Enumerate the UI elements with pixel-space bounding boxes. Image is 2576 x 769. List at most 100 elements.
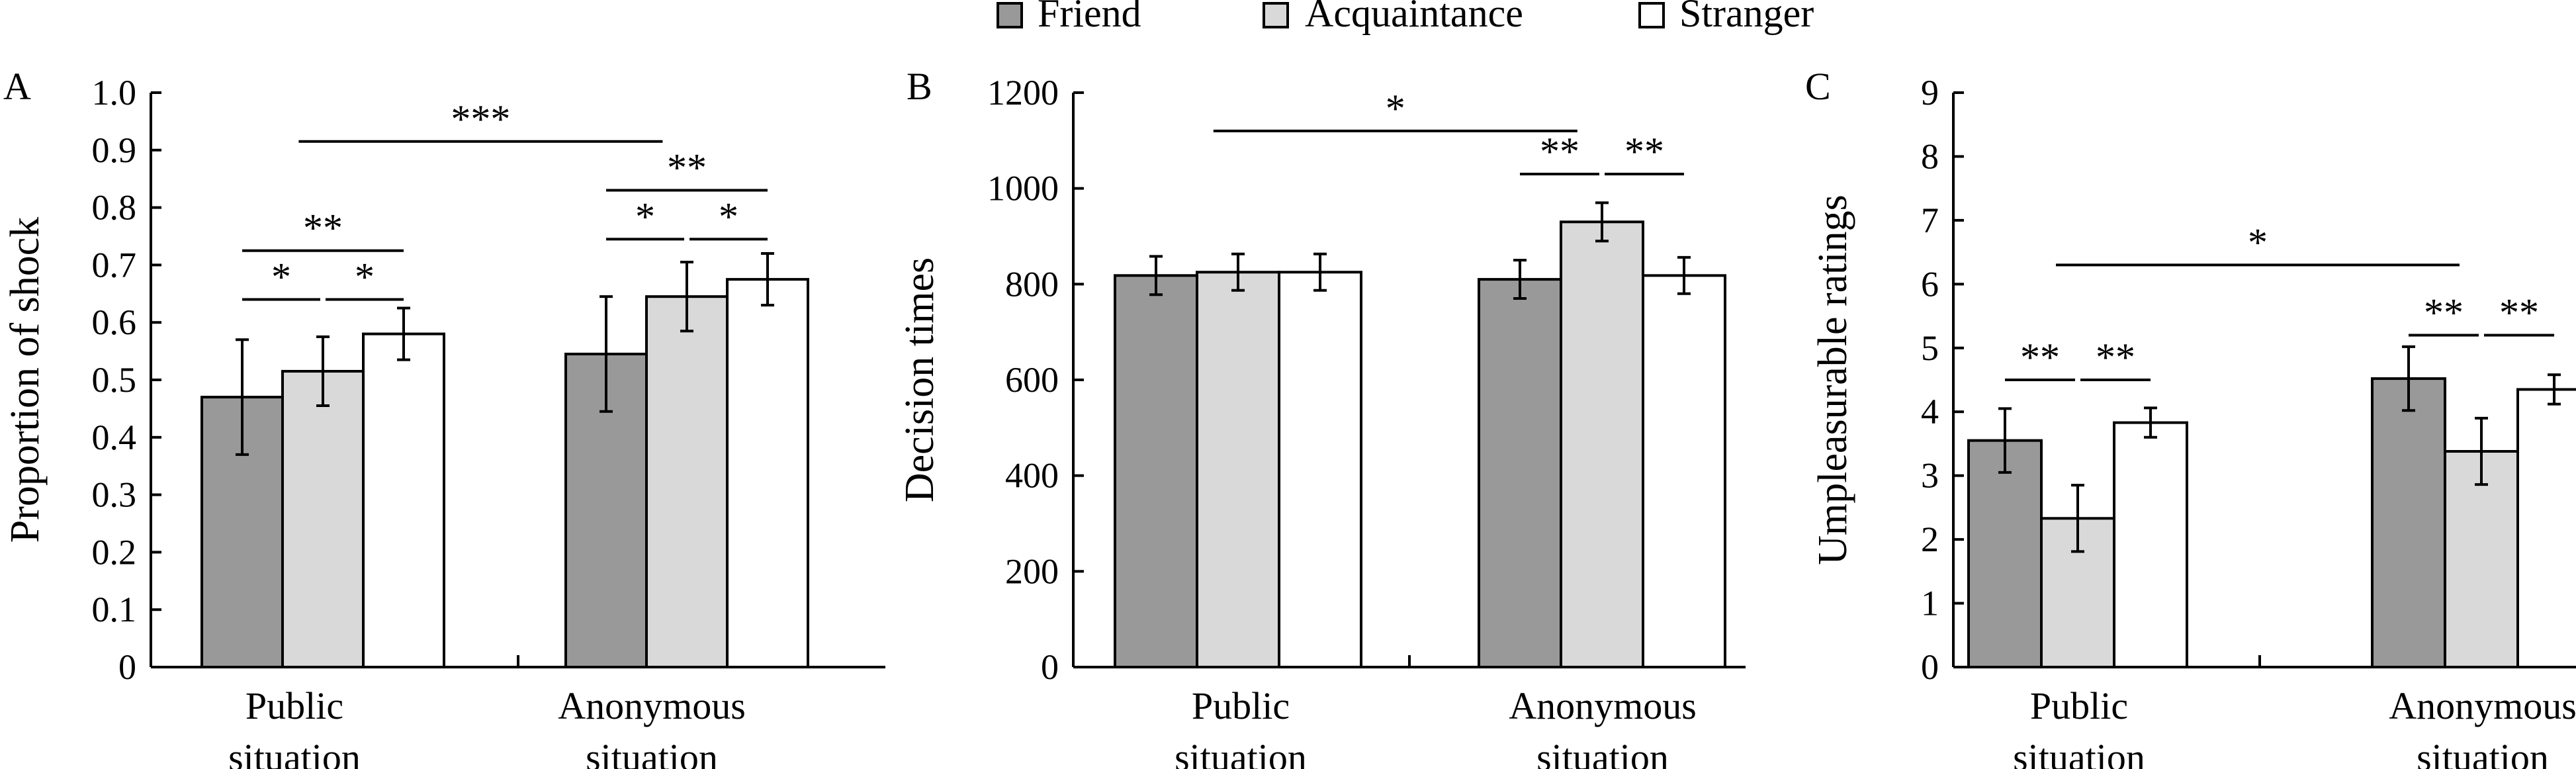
bar-c-friend-2	[2371, 377, 2446, 668]
bar-a-acquaintance-1	[281, 369, 365, 668]
error-bar-b-stranger-2	[1677, 255, 1691, 295]
significance-label-c-4: *	[2248, 220, 2268, 264]
error-bar-b-friend-2	[1513, 259, 1527, 300]
significance-label-a-3: *	[635, 195, 655, 238]
x-category-label-a-1: Public	[245, 684, 343, 727]
significance-label-b-1: **	[1624, 130, 1664, 173]
error-bar-c-acquaintance-2	[2475, 416, 2488, 486]
bar-c-stranger-1	[2113, 421, 2188, 669]
y-tick-label-c: 5	[1921, 328, 1939, 368]
y-tick-label-a: 0	[118, 647, 136, 687]
legend-swatch-stranger	[1638, 2, 1665, 28]
y-tick-label-c: 3	[1921, 456, 1939, 496]
significance-label-c-1: **	[2096, 336, 2135, 379]
bar-b-acquaintance-2	[1560, 220, 1644, 668]
legend: Friend Acquaintance Stranger	[997, 0, 1814, 35]
y-tick-label-a: 0.3	[92, 475, 137, 515]
significance-label-b-2: *	[1386, 87, 1405, 130]
significance-label-c-0: **	[2020, 336, 2060, 379]
panel-a: A Proportion of shock 0 0.1 0.2 0.3 0.4 0.5 0.6 0…	[3, 65, 885, 769]
legend-label-friend: Friend	[1038, 0, 1141, 35]
y-tick-label-a: 0.2	[92, 532, 137, 572]
x-category-label-a-2: Anonymous	[558, 684, 746, 727]
y-tick-label-b: 600	[1005, 360, 1059, 400]
legend-label-stranger: Stranger	[1679, 0, 1814, 35]
error-bar-a-acquaintance-1	[316, 335, 330, 408]
significance-label-c-3: **	[2499, 291, 2539, 334]
y-tick-label-b: 800	[1005, 264, 1059, 304]
bar-b-friend-2	[1478, 278, 1562, 669]
y-tick-label-a: 1.0	[92, 73, 137, 113]
y-tick-label-c: 2	[1921, 520, 1939, 559]
significance-label-a-6: ***	[451, 97, 510, 141]
significance-label-a-1: *	[355, 255, 375, 298]
significance-label-c-2: **	[2424, 291, 2464, 334]
error-bar-c-friend-1	[1998, 407, 2012, 474]
y-axis-label-a: Proportion of shock	[3, 217, 48, 543]
error-bar-a-acquaintance-2	[680, 261, 693, 333]
bar-b-acquaintance-1	[1196, 271, 1280, 668]
error-bar-a-friend-1	[236, 338, 249, 456]
legend-label-acquaintance: Acquaintance	[1305, 0, 1523, 35]
x-category-label-b-2: situation	[1536, 736, 1669, 769]
y-tick-label-a: 0.9	[92, 130, 137, 170]
x-category-label-b-1: situation	[1175, 736, 1307, 769]
error-bar-b-friend-1	[1149, 255, 1163, 296]
y-tick-label-b: 1000	[987, 169, 1059, 208]
bar-a-acquaintance-2	[645, 295, 729, 668]
bar-a-stranger-1	[362, 332, 445, 668]
panel-letter-b: B	[907, 65, 932, 108]
significance-label-a-2: **	[303, 206, 343, 250]
y-tick-label-a: 0.8	[92, 188, 137, 228]
bar-b-friend-1	[1114, 274, 1198, 668]
bar-c-stranger-2	[2516, 388, 2576, 668]
bar-b-stranger-1	[1278, 271, 1362, 668]
bar-a-stranger-2	[726, 278, 809, 669]
error-bar-c-stranger-2	[2548, 373, 2561, 406]
legend-swatch-acquaintance	[1263, 2, 1289, 28]
bar-c-friend-1	[1967, 439, 2043, 668]
y-tick-label-a: 0.5	[92, 360, 137, 400]
error-bar-b-stranger-1	[1313, 252, 1327, 292]
y-tick-label-a: 0.7	[92, 245, 137, 285]
y-tick-label-c: 1	[1921, 584, 1939, 623]
y-tick-label-a: 0.1	[92, 590, 137, 629]
error-bar-c-stranger-1	[2144, 406, 2157, 439]
error-bar-b-acquaintance-2	[1595, 201, 1609, 243]
y-axis-label-c: Umpleasurable ratings	[1810, 195, 1855, 565]
error-bar-c-acquaintance-1	[2071, 484, 2084, 553]
y-tick-label-b: 0	[1041, 647, 1059, 687]
x-category-label-a-2: situation	[586, 736, 718, 769]
x-category-label-b-1: Public	[1192, 684, 1290, 727]
panel-letter-c: C	[1805, 65, 1831, 108]
y-tick-label-c: 4	[1921, 392, 1939, 431]
bar-c-acquaintance-2	[2444, 450, 2519, 668]
y-tick-label-a: 0.6	[92, 302, 137, 342]
y-tick-label-c: 9	[1921, 73, 1939, 113]
y-tick-label-c: 8	[1921, 136, 1939, 176]
panel-letter-a: A	[3, 65, 31, 108]
x-category-label-c-1: Public	[2030, 684, 2128, 727]
error-bar-a-stranger-1	[397, 306, 410, 361]
y-tick-label-b: 1200	[987, 73, 1059, 113]
y-tick-label-b: 400	[1005, 456, 1059, 496]
panel-b: B Decision times 0 200 400 600 800 1000 1200 Publ…	[897, 65, 1746, 769]
y-tick-label-c: 0	[1921, 647, 1939, 687]
bar-b-stranger-2	[1642, 274, 1726, 668]
y-tick-label-b: 200	[1005, 551, 1059, 591]
y-tick-label-c: 7	[1921, 201, 1939, 240]
error-bar-a-friend-2	[600, 295, 613, 413]
x-category-label-b-2: Anonymous	[1509, 684, 1697, 727]
significance-label-a-0: *	[271, 255, 291, 298]
y-tick-label-c: 6	[1921, 264, 1939, 304]
error-bar-b-acquaintance-1	[1231, 252, 1245, 292]
y-tick-label-a: 0.4	[92, 418, 137, 457]
significance-label-a-5: **	[667, 146, 707, 190]
x-category-label-c-1: situation	[2013, 736, 2145, 769]
chart-panels: A Proportion of shock 0 0.1 0.2 0.3 0.4 0.5 0.6 0…	[3, 65, 2576, 769]
x-category-label-c-2: Anonymous	[2389, 684, 2576, 727]
error-bar-c-friend-2	[2402, 345, 2415, 412]
significance-label-a-4: *	[719, 195, 738, 238]
x-category-label-c-2: situation	[2417, 736, 2549, 769]
